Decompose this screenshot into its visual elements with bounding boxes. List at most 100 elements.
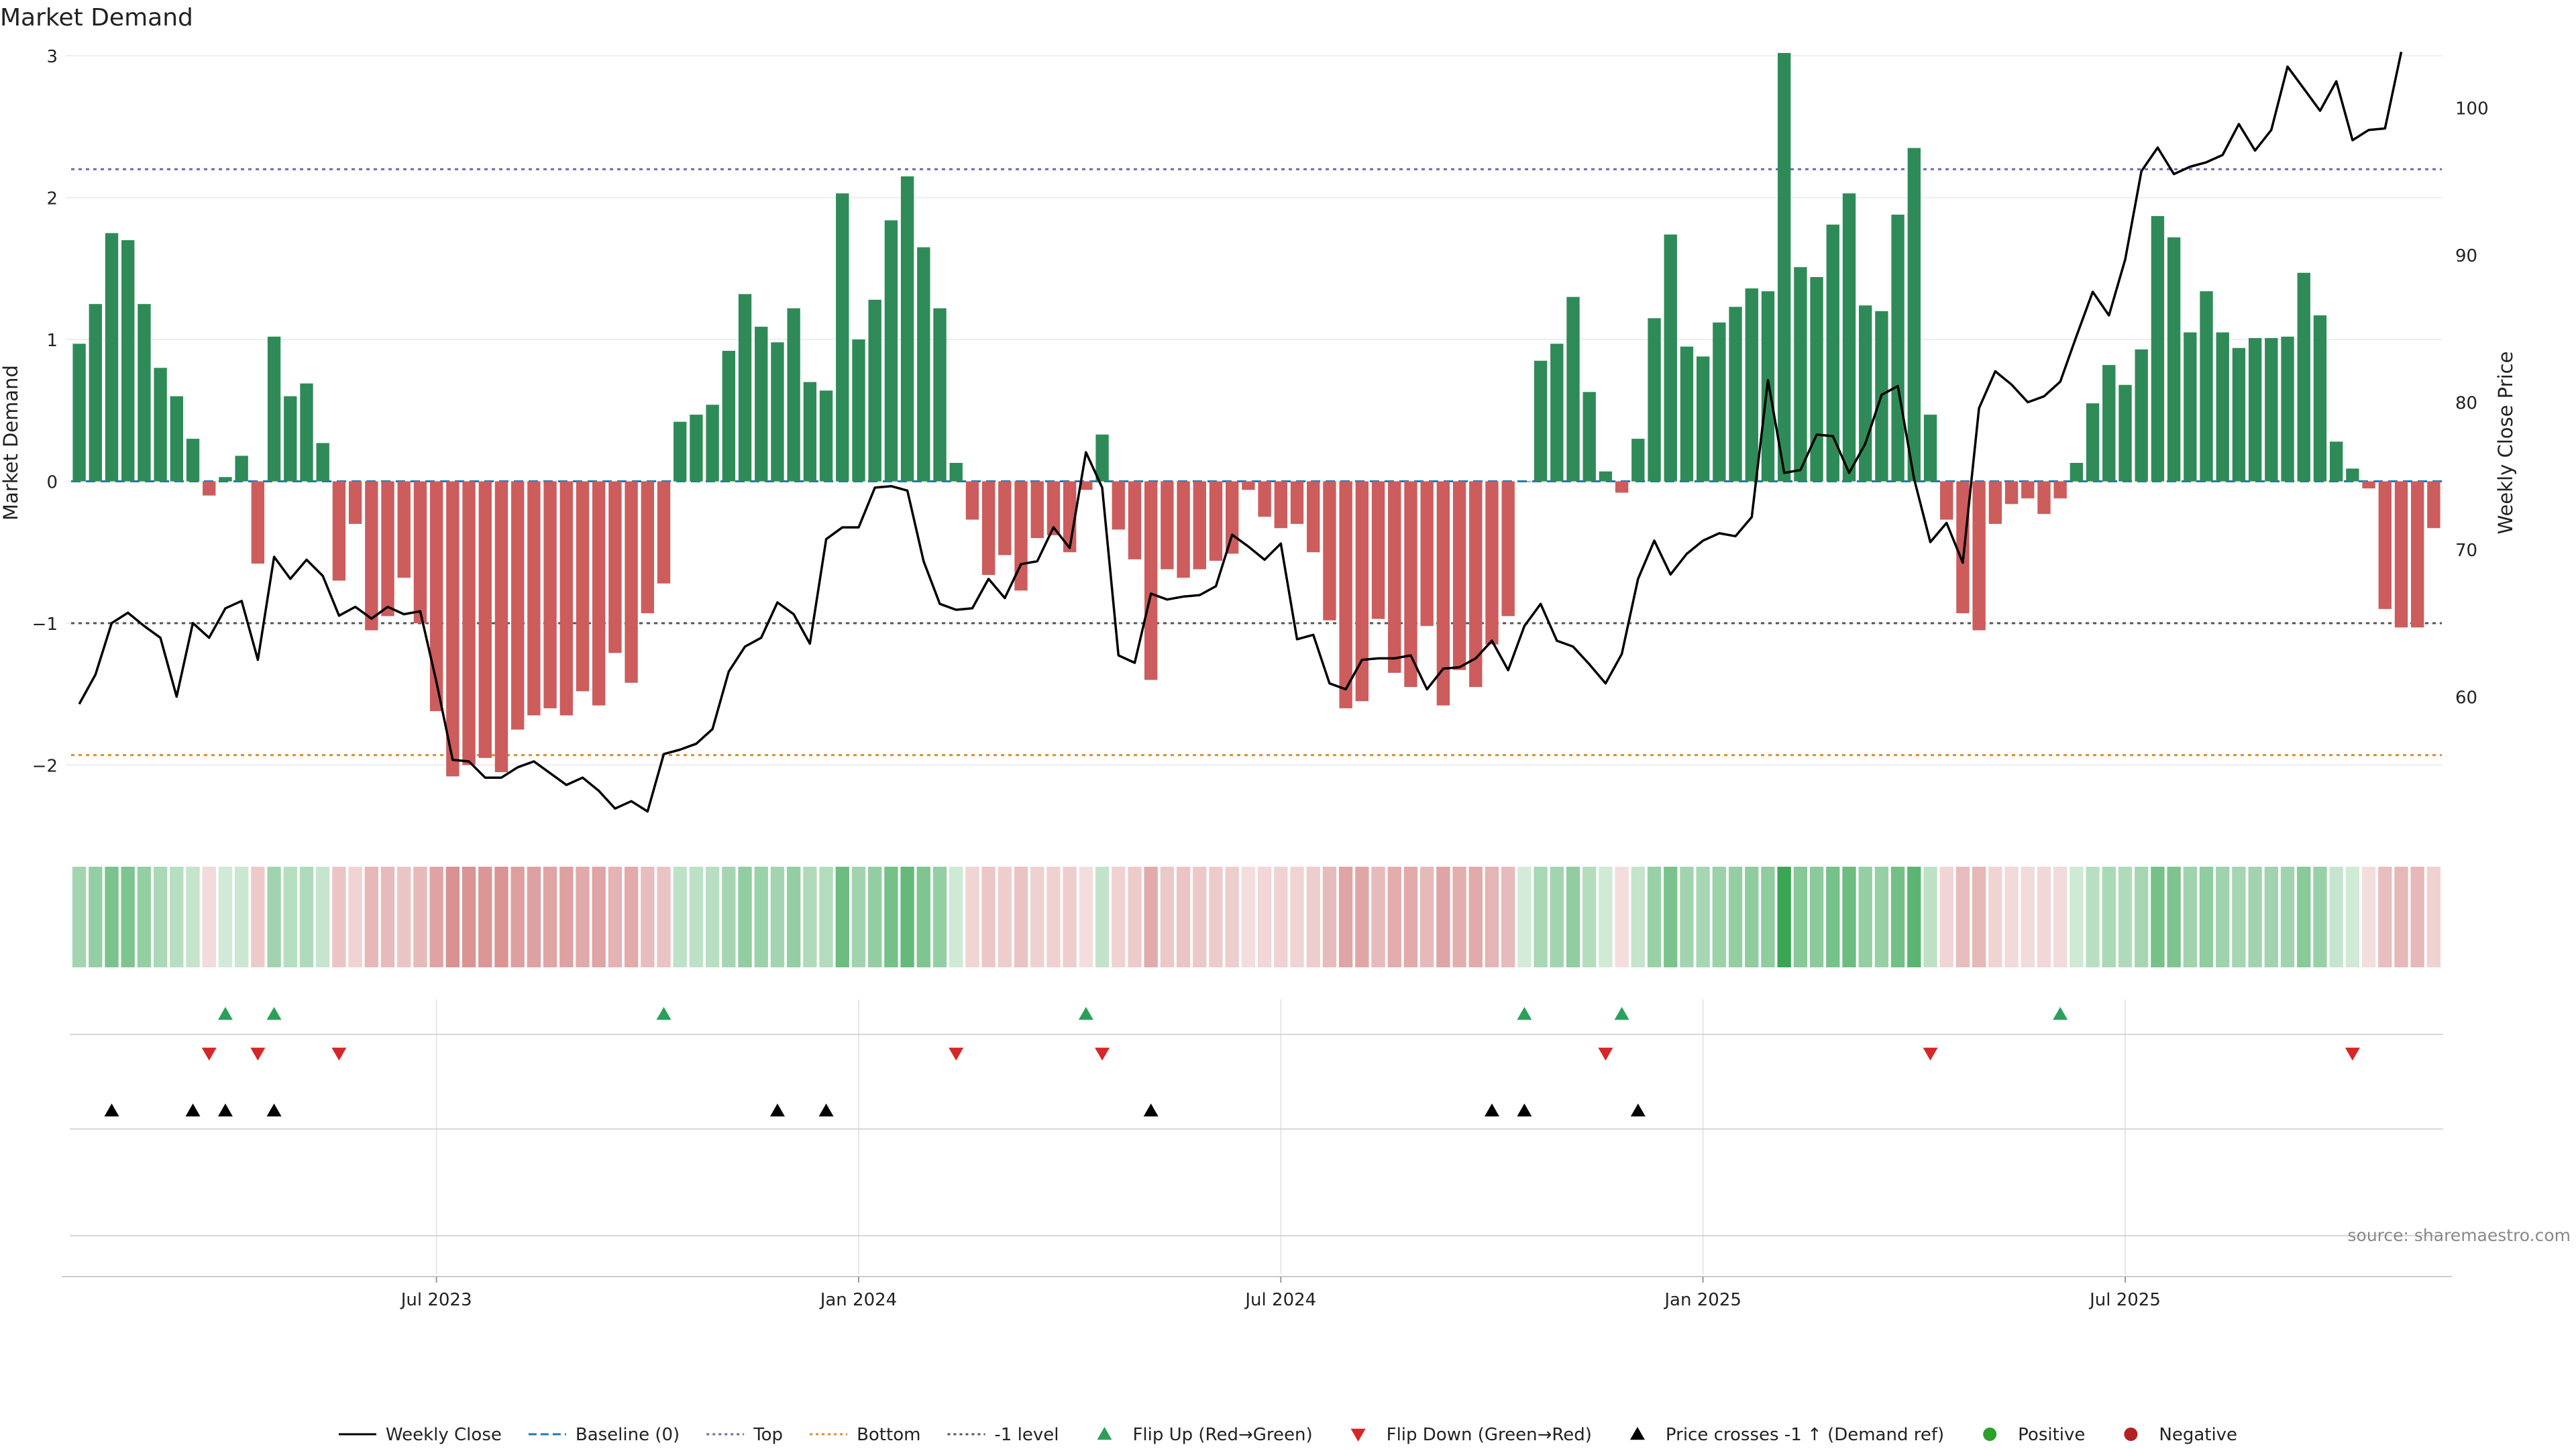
- demand-bar-positive: [1696, 356, 1710, 482]
- reference-lines: [71, 168, 2442, 757]
- strip-cell: [1014, 867, 1028, 967]
- flip-down-marker: [1095, 1047, 1110, 1061]
- demand-bar-positive: [917, 247, 930, 482]
- strip-cell: [819, 867, 833, 967]
- right-tick-label: 100: [2455, 99, 2489, 119]
- price-cross-marker: [185, 1104, 201, 1117]
- strip-cell: [2313, 867, 2327, 967]
- flip-up-marker: [266, 1007, 282, 1020]
- legend-label: Top: [753, 1425, 783, 1445]
- demand-bar-negative: [1274, 481, 1287, 529]
- strip-cell: [1696, 867, 1710, 967]
- demand-bar-negative: [1355, 481, 1369, 702]
- strip-cell: [2037, 867, 2051, 967]
- strip-cell: [1241, 867, 1256, 967]
- strip-cell: [2135, 867, 2149, 967]
- strip-cell: [1274, 867, 1288, 967]
- strip-cell: [332, 867, 346, 967]
- strip-cell: [72, 867, 87, 967]
- demand-bar-positive: [1859, 305, 1872, 482]
- demand-bar-positive: [89, 304, 102, 482]
- flip-up-marker: [1078, 1007, 1093, 1020]
- demand-bar-positive: [267, 336, 281, 482]
- strip-cell: [641, 867, 655, 967]
- demand-bar-negative: [527, 481, 541, 716]
- left-tick-label: 2: [46, 189, 58, 209]
- demand-bar-positive: [868, 299, 881, 482]
- x-tick-label: Jul 2023: [400, 1290, 472, 1310]
- legend-label: Flip Down (Green→Red): [1387, 1425, 1592, 1445]
- strip-cell: [380, 867, 395, 967]
- demand-bar-positive: [690, 415, 703, 482]
- strip-cell: [1501, 867, 1515, 967]
- strip-cell: [1419, 867, 1434, 967]
- demand-bar-negative: [203, 481, 216, 496]
- strip-cell: [2199, 867, 2214, 967]
- strip-cell: [1452, 867, 1466, 967]
- demand-bar-negative: [1956, 481, 1970, 614]
- left-tick-label: −2: [32, 756, 58, 776]
- demand-bar-negative: [365, 481, 378, 631]
- demand-bar-positive: [836, 193, 849, 482]
- flip-down-marker: [331, 1047, 347, 1061]
- demand-bar-negative: [1112, 481, 1125, 530]
- strip-cell: [170, 867, 184, 967]
- demand-bar-negative: [348, 481, 362, 524]
- strip-cell: [998, 867, 1012, 967]
- strip-cell: [1826, 867, 1840, 967]
- demand-bar-negative: [1436, 481, 1450, 706]
- strip-cell: [851, 867, 866, 967]
- demand-bar-positive: [1907, 148, 1921, 482]
- demand-bar-positive: [803, 382, 817, 482]
- strip-cell: [1387, 867, 1401, 967]
- price-cross-marker: [104, 1104, 119, 1117]
- legend-swatch: [1350, 1428, 1366, 1442]
- price-cross-marker: [217, 1104, 233, 1117]
- strip-cell: [1046, 867, 1061, 967]
- strip-cell: [1193, 867, 1207, 967]
- strip-cell: [413, 867, 427, 967]
- strip-cell: [2297, 867, 2311, 967]
- strip-cell: [1128, 867, 1142, 967]
- strip-cell: [916, 867, 930, 967]
- strip-cell: [462, 867, 476, 967]
- demand-bar-negative: [1404, 481, 1417, 688]
- demand-bar-negative: [1193, 481, 1206, 570]
- left-tick-label: −1: [32, 614, 58, 635]
- strip-cell: [624, 867, 639, 967]
- demand-bars: [72, 52, 2440, 777]
- demand-bar-negative: [1485, 481, 1499, 645]
- demand-bar-positive: [2070, 463, 2084, 482]
- strip-cell: [1566, 867, 1580, 967]
- demand-bar-positive: [2297, 272, 2310, 482]
- demand-bar-positive: [170, 396, 184, 482]
- left-tick-label: 0: [46, 473, 58, 493]
- demand-bar-positive: [949, 463, 963, 482]
- demand-bar-positive: [1891, 214, 1904, 482]
- strip-cell: [251, 867, 265, 967]
- strip-cell: [543, 867, 557, 967]
- demand-bar-negative: [625, 481, 638, 683]
- demand-bar-negative: [1242, 481, 1255, 490]
- strip-cell: [2102, 867, 2116, 967]
- strip-cell: [1728, 867, 1743, 967]
- demand-bar-negative: [1290, 481, 1304, 524]
- flip-up-marker: [656, 1007, 672, 1020]
- strip-cell: [1225, 867, 1239, 967]
- demand-bar-positive: [2086, 403, 2100, 482]
- demand-bar-negative: [2004, 481, 2019, 504]
- demand-bar-negative: [397, 481, 411, 578]
- strip-cell: [1647, 867, 1662, 967]
- demand-bar-negative: [2021, 481, 2035, 498]
- strip-cell: [2167, 867, 2181, 967]
- strip-cell: [1160, 867, 1175, 967]
- price-cross-marker: [1630, 1104, 1646, 1117]
- price-cross-marker: [1143, 1104, 1159, 1117]
- demand-bar-negative: [2378, 481, 2392, 609]
- demand-bar-negative: [592, 481, 606, 706]
- strip-cell: [1664, 867, 1678, 967]
- legend-swatch: [1097, 1427, 1112, 1440]
- strip-cell: [1988, 867, 2002, 967]
- demand-bar-positive: [1582, 392, 1596, 482]
- strip-cell: [2216, 867, 2230, 967]
